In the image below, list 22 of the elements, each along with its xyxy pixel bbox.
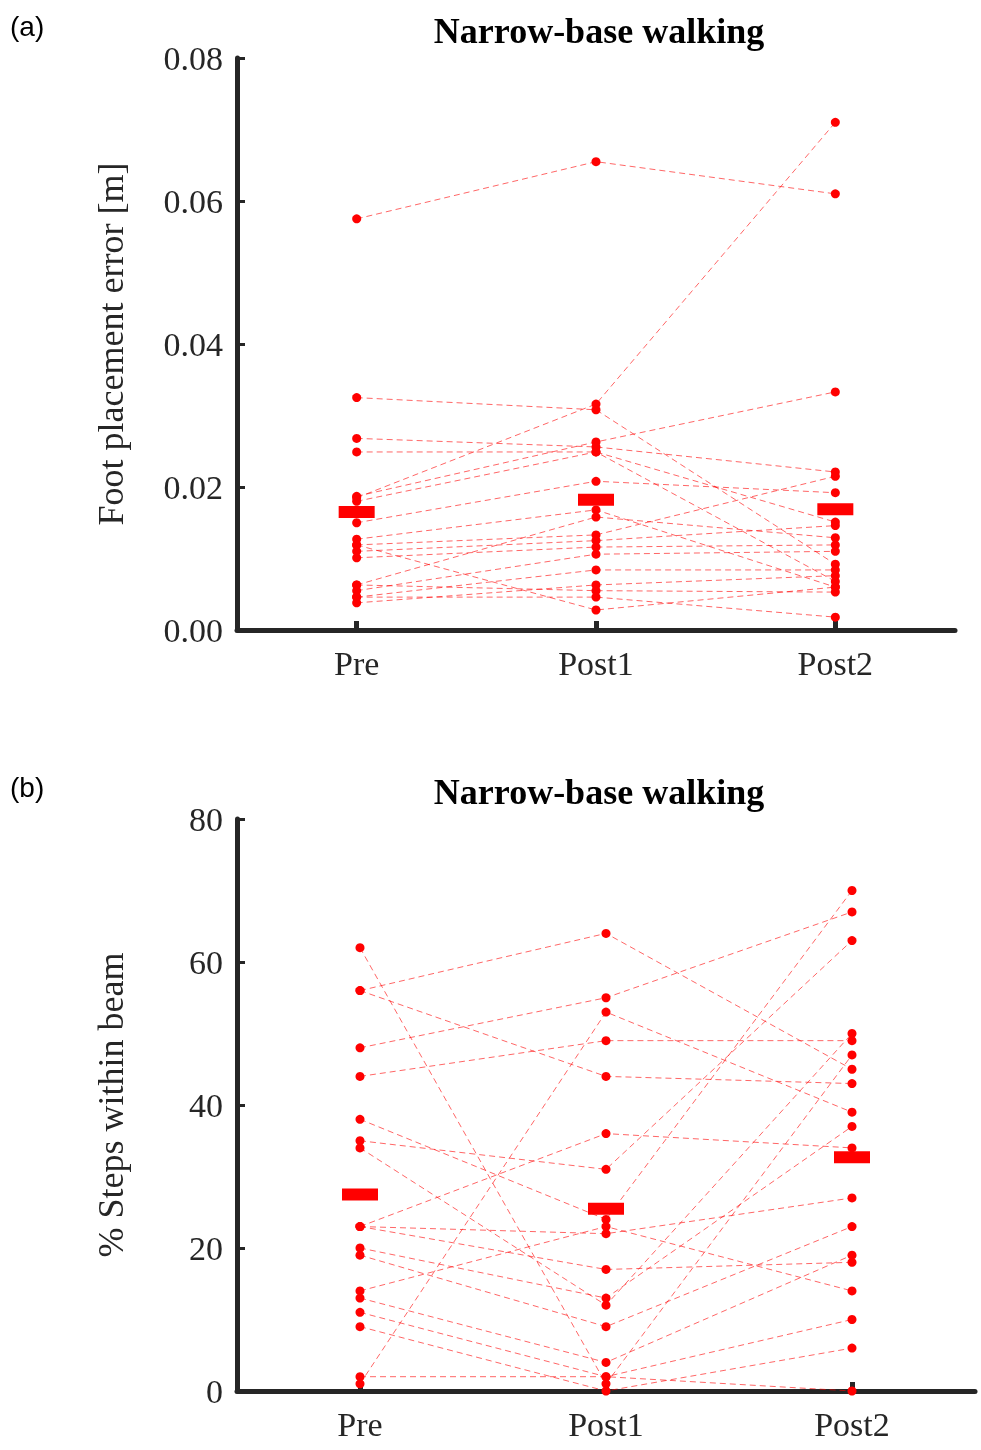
y-tick-label: 60 bbox=[189, 943, 223, 981]
x-tick-label: Pre bbox=[334, 644, 380, 682]
y-tick-label: 0.00 bbox=[163, 611, 223, 649]
y-tick-label: 0.04 bbox=[163, 325, 223, 363]
y-tick-label: 0.02 bbox=[163, 468, 223, 506]
y-tick-label: 0.08 bbox=[163, 39, 223, 77]
x-tick-label: Post1 bbox=[568, 1405, 644, 1443]
text: (b) bbox=[10, 771, 45, 803]
x-tick-label: Post1 bbox=[558, 644, 634, 682]
y-tick-label: 0 bbox=[206, 1372, 223, 1410]
chart-title: Narrow-base walking bbox=[433, 11, 765, 51]
x-tick-label: Post2 bbox=[797, 644, 874, 682]
y-tick-label: 40 bbox=[189, 1086, 223, 1124]
text: (a) bbox=[10, 10, 45, 42]
y-tick-label: 0.06 bbox=[163, 182, 223, 220]
y-axis-title: Foot placement error [m] bbox=[91, 162, 131, 526]
chart-title: Narrow-base walking bbox=[433, 772, 765, 812]
y-tick-label: 20 bbox=[189, 1229, 223, 1267]
x-tick-label: Post2 bbox=[814, 1405, 890, 1443]
y-axis-title: % Steps within beam bbox=[91, 952, 131, 1258]
x-tick-label: Pre bbox=[337, 1405, 383, 1443]
y-tick-label: 80 bbox=[189, 800, 223, 838]
